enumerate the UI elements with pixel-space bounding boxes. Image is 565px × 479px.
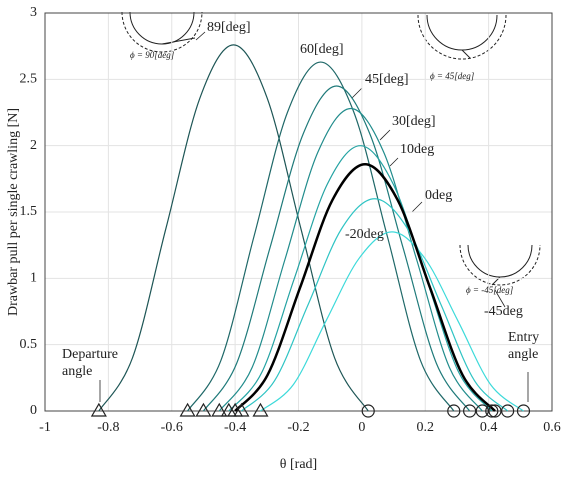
y-tick-label: 0.5 xyxy=(20,337,38,352)
y-tick-label: 2.5 xyxy=(20,72,38,87)
annotation: Departure xyxy=(62,347,118,362)
annotation: ϕ = 90[deg] xyxy=(130,50,175,60)
inset-wheel xyxy=(467,244,533,278)
departure-marker xyxy=(252,402,269,417)
series-label: -20deg xyxy=(345,227,384,242)
inset-wheel xyxy=(129,11,195,45)
series-label: 60[deg] xyxy=(300,42,344,57)
series-line xyxy=(234,162,496,412)
inset-track xyxy=(417,14,507,60)
x-tick-label: 0 xyxy=(358,420,365,435)
departure-marker xyxy=(195,402,212,417)
y-axis-label: Drawbar pull per single crawling [N] xyxy=(6,108,21,316)
series-line xyxy=(228,145,493,412)
inset-track xyxy=(121,11,203,53)
annotation: ϕ = 45[deg] xyxy=(430,71,475,81)
entry-marker xyxy=(463,404,477,418)
entry-marker xyxy=(447,404,461,418)
leader xyxy=(379,129,391,141)
series-label: 89[deg] xyxy=(207,20,251,35)
series-label: -45deg xyxy=(484,304,523,319)
entry-marker xyxy=(501,404,515,418)
leader xyxy=(195,31,206,41)
series-line xyxy=(260,231,524,412)
series-label: 45[deg] xyxy=(365,72,409,87)
x-axis-label: θ [rad] xyxy=(280,457,317,472)
x-tick-label: -0.8 xyxy=(97,420,119,435)
entry-marker xyxy=(488,404,502,418)
plot-frame xyxy=(44,12,553,412)
inset-leg xyxy=(161,37,196,45)
x-tick-label: -0.4 xyxy=(224,420,246,435)
annotation: ϕ = -45[deg] xyxy=(466,285,514,295)
annotation: angle xyxy=(62,364,92,379)
y-tick-label: 0 xyxy=(30,403,37,418)
departure-marker xyxy=(179,402,196,417)
series-label: 30[deg] xyxy=(392,114,436,129)
y-tick-label: 2 xyxy=(30,138,37,153)
leader xyxy=(411,201,423,213)
series-line xyxy=(202,85,471,412)
x-tick-label: 0.6 xyxy=(543,420,561,435)
series-line xyxy=(187,61,455,412)
entry-marker xyxy=(475,404,489,418)
annotation: Entry xyxy=(508,330,539,345)
departure-marker xyxy=(233,402,250,417)
departure-marker xyxy=(90,402,107,417)
entry-marker xyxy=(361,404,375,418)
leader xyxy=(351,87,363,99)
x-tick-label: -0.6 xyxy=(161,420,183,435)
y-tick-label: 1 xyxy=(30,271,37,286)
entry-marker xyxy=(516,404,531,418)
leaders xyxy=(99,31,529,402)
series-line xyxy=(218,107,483,412)
annotation: angle xyxy=(508,347,538,362)
x-tick-label: 0.2 xyxy=(417,420,435,435)
inset-wheel xyxy=(426,14,498,51)
y-tick-label: 1.5 xyxy=(20,204,38,219)
series-line xyxy=(98,44,369,412)
x-tick-label: 0.4 xyxy=(480,420,498,435)
entry-marker xyxy=(485,404,499,418)
departure-marker xyxy=(211,402,228,417)
series-line xyxy=(241,198,509,412)
x-tick-label: -0.2 xyxy=(287,420,309,435)
insets xyxy=(121,11,541,286)
leader xyxy=(389,157,399,167)
series-label: 10deg xyxy=(400,142,434,157)
inset-track xyxy=(459,244,541,286)
x-tick-label: -1 xyxy=(39,420,51,435)
y-tick-label: 3 xyxy=(30,5,37,20)
leader xyxy=(494,289,506,308)
inset-leg xyxy=(461,49,471,59)
series-label: 0deg xyxy=(425,188,452,203)
